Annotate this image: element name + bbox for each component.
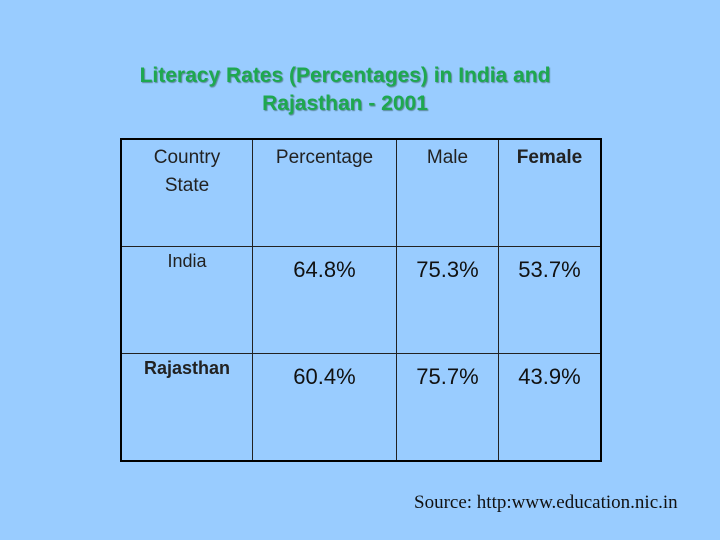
cell-percentage: 60.4% <box>252 353 397 462</box>
literacy-table: Country State Percentage Male Female Ind… <box>120 138 602 462</box>
title-line-1: Literacy Rates (Percentages) in India an… <box>139 64 551 87</box>
table-row: Rajasthan 60.4% 75.7% 43.9% <box>120 353 602 462</box>
table-header-row: Country State Percentage Male Female <box>120 138 602 247</box>
header-female: Female <box>498 138 602 247</box>
row-label: Rajasthan <box>120 353 253 462</box>
cell-female: 53.7% <box>498 246 602 354</box>
cell-male: 75.7% <box>396 353 499 462</box>
slide-title: Literacy Rates (Percentages) in India an… <box>60 62 630 118</box>
header-country-state: Country State <box>120 138 253 247</box>
cell-percentage: 64.8% <box>252 246 397 354</box>
table-row: India 64.8% 75.3% 53.7% <box>120 246 602 354</box>
cell-male: 75.3% <box>396 246 499 354</box>
row-label: India <box>120 246 253 354</box>
header-country: Country <box>153 147 221 168</box>
cell-female: 43.9% <box>498 353 602 462</box>
header-male: Male <box>396 138 499 247</box>
header-state: State <box>164 175 210 196</box>
source-note: Source: http:www.education.nic.in <box>414 492 678 513</box>
header-percentage: Percentage <box>252 138 397 247</box>
title-line-2: Rajasthan - 2001 <box>262 92 428 115</box>
